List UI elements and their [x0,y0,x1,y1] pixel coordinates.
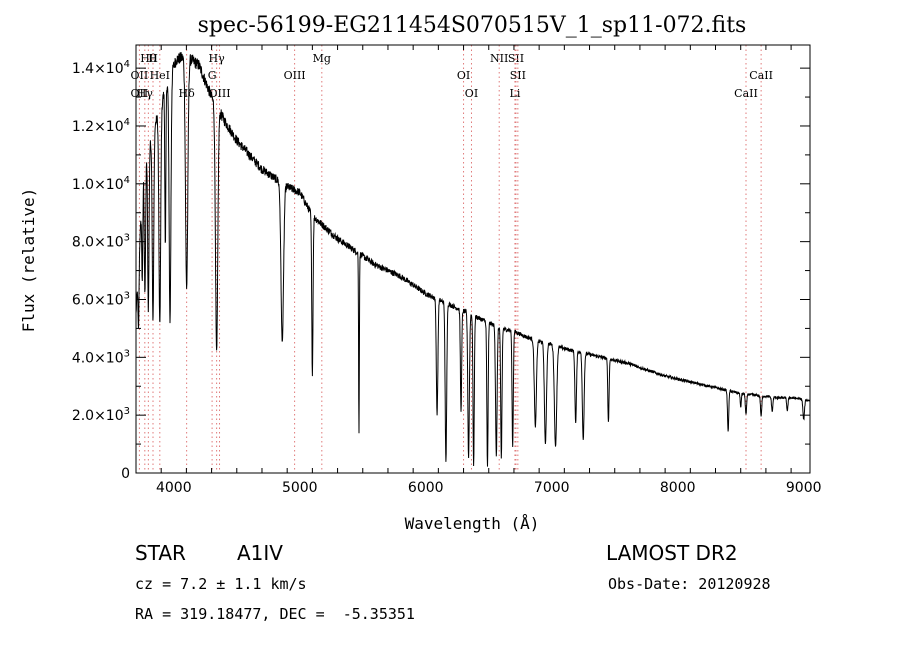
x-tick-label: 5000 [282,480,318,496]
axis-ticks: 4000 5000 6000 7000 8000 9000 0 2.0×103 4.0×103 6… [72,45,822,496]
line-marker-label: Hδ [179,87,196,100]
line-marker-label: Hγ [137,87,154,100]
object-subclass: A1IV [237,541,283,565]
line-marker-label: SII [508,52,524,65]
line-marker-label: HeI [150,69,170,82]
y-tick-label: 1.0×104 [72,175,130,193]
redshift-cz: cz = 7.2 ± 1.1 km/s [135,575,307,593]
line-marker-label: Li [510,87,521,100]
y-tick-label: 1.2×104 [72,117,130,135]
y-tick-label: 6.0×103 [72,290,130,308]
line-marker-label: SII [510,69,526,82]
line-marker-label: OI [457,69,470,82]
chart-title: spec-56199-EG211454S070515V_1_sp11-072.f… [198,13,747,38]
x-tick-label: 8000 [660,480,696,496]
line-marker-label: OI [465,87,478,100]
line-marker-label: Mg [313,52,331,65]
line-marker-label: OII [131,87,149,100]
x-axis-label: Wavelength (Å) [405,514,540,533]
line-marker-label: Hγ [209,52,226,65]
line-marker-label: OII [131,69,149,82]
spectrum-line [135,52,811,467]
line-marker-label: OIII [208,87,230,100]
spectrum-series [135,52,811,467]
x-tick-label: 6000 [408,480,444,496]
object-class: STAR [135,541,186,565]
y-axis-label: Flux (relative) [19,188,38,333]
line-marker-label: OIII [284,69,306,82]
line-marker-label: G [208,69,217,82]
survey-name: LAMOST DR2 [606,541,738,565]
x-tick-label: 9000 [786,480,822,496]
line-marker-label: NII [490,52,508,65]
plot-frame [135,44,811,474]
line-marker-label: CaII [734,87,758,100]
coordinates: RA = 319.18477, DEC = -5.35351 [135,605,415,623]
line-marker-label: H [148,52,158,65]
observation-date: Obs-Date: 20120928 [608,575,771,593]
y-tick-label: 2.0×103 [72,406,130,424]
y-tick-label: 0 [121,466,130,482]
x-tick-label: 4000 [156,480,192,496]
y-tick-label: 1.4×104 [72,59,130,77]
x-tick-label: 7000 [534,480,570,496]
line-marker-label: CaII [749,69,773,82]
y-tick-label: 8.0×103 [72,233,130,251]
y-tick-label: 4.0×103 [72,348,130,366]
